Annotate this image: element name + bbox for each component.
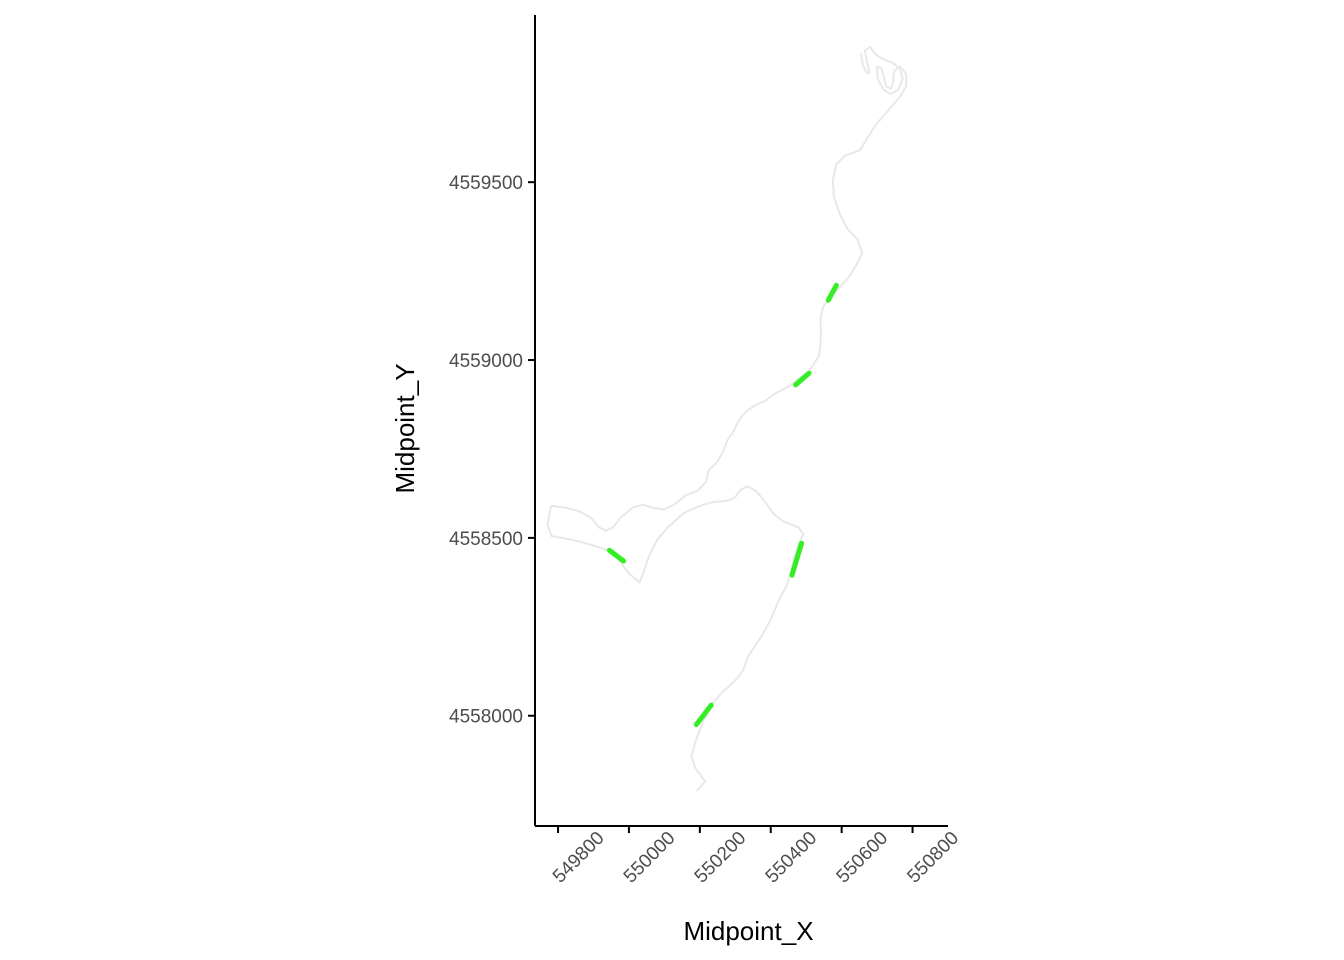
highlight-segment-5: [825, 282, 839, 303]
axes: [534, 15, 948, 827]
trajectory-line: [546, 46, 908, 792]
x-tick-label: 550200: [691, 828, 751, 888]
x-tick-label: 550400: [762, 828, 822, 888]
y-axis-title: Midpoint_Y: [390, 363, 420, 493]
x-tick-label: 550800: [903, 828, 963, 888]
highlight-segment-1: [693, 702, 714, 728]
y-axis-ticks: 4558000 4558500 4559000 4559500: [449, 173, 535, 728]
highlight-segment-4: [793, 370, 812, 388]
y-tick-label: 4558000: [449, 707, 523, 728]
x-tick-label: 549800: [549, 828, 609, 888]
highlight-segment-3: [789, 540, 805, 578]
highlight-segment-2: [606, 547, 627, 564]
x-tick-label: 550600: [833, 828, 893, 888]
y-tick-label: 4558500: [449, 529, 523, 550]
x-tick-label: 550000: [620, 828, 680, 888]
x-axis-title: Midpoint_X: [683, 916, 813, 946]
y-tick-label: 4559000: [449, 351, 523, 372]
y-tick-label: 4559500: [449, 173, 523, 194]
plot-area: [546, 46, 908, 792]
x-axis-ticks: 549800 550000 550200 550400 550600 550800: [549, 826, 963, 887]
